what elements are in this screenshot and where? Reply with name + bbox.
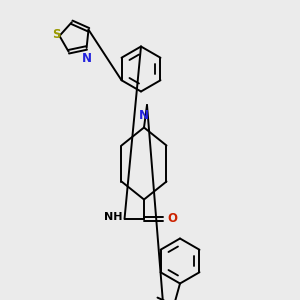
Text: N: N [139, 110, 149, 122]
Text: NH: NH [104, 212, 123, 223]
Text: N: N [82, 52, 92, 65]
Text: O: O [167, 212, 177, 226]
Text: S: S [52, 28, 60, 41]
